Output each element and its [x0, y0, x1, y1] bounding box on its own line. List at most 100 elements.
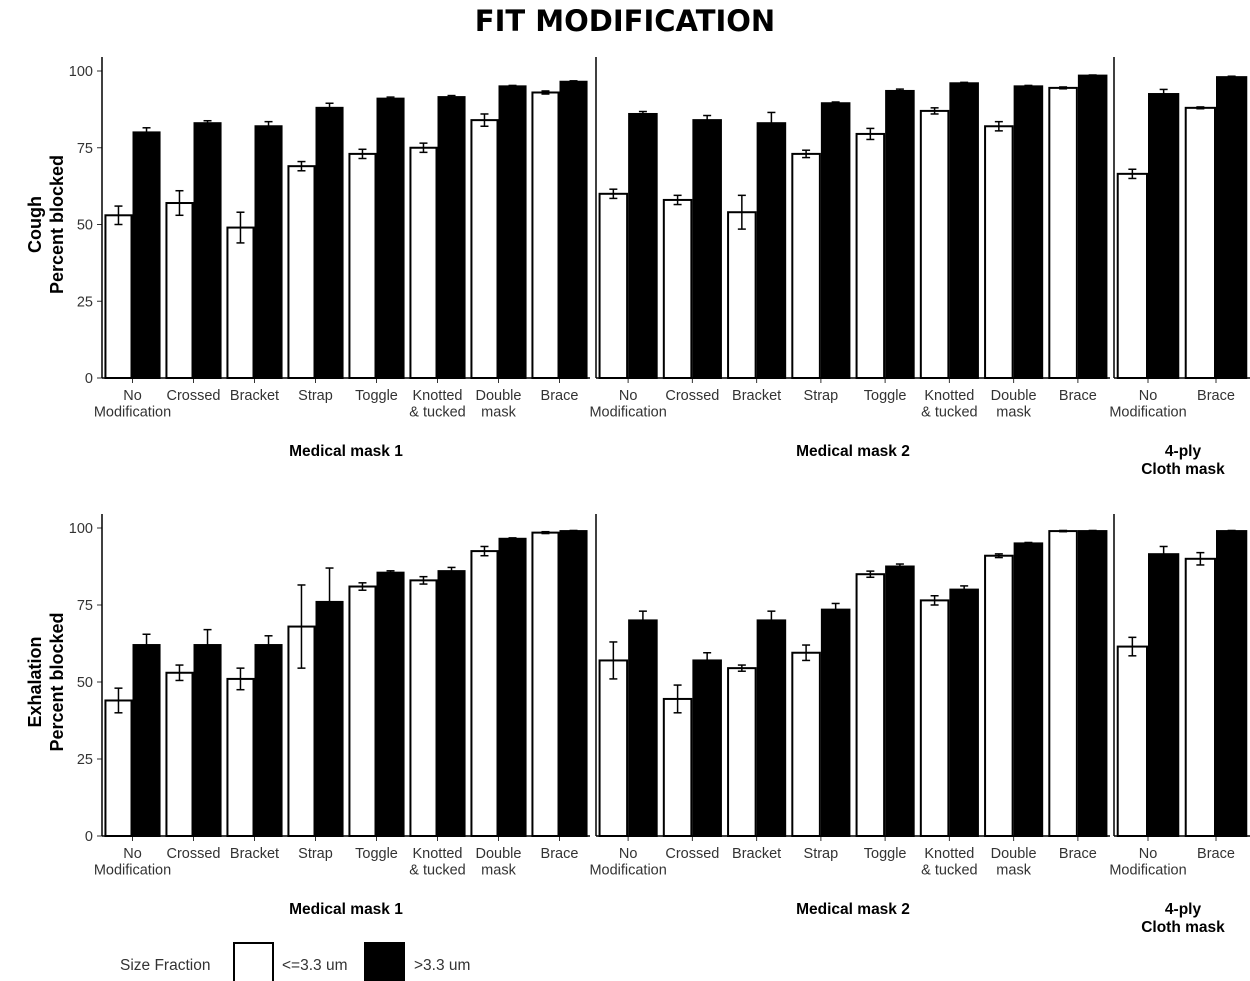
bar-small-fraction: [348, 152, 377, 379]
category-label: Toggle: [864, 388, 907, 404]
bar-large-fraction: [1077, 530, 1108, 838]
bar-large-fraction: [193, 122, 222, 379]
y-tick-label: 0: [85, 371, 93, 387]
bar-large-fraction: [559, 80, 588, 380]
bar-small-fraction: [226, 677, 255, 837]
bar-large-fraction: [885, 89, 915, 380]
bar-small-fraction: [598, 192, 629, 379]
category-label: & tucked: [409, 863, 465, 879]
bar-large-fraction: [376, 571, 405, 837]
bar-small-fraction: [165, 671, 194, 838]
category-label: Double: [991, 388, 1037, 404]
bar-large-fraction: [559, 530, 588, 838]
category-label: No: [123, 846, 142, 862]
bar-large-fraction: [949, 588, 979, 837]
bar-small-fraction: [1116, 172, 1148, 379]
y-tick-label: 25: [77, 752, 93, 768]
bar-small-fraction: [165, 202, 194, 379]
bar-large-fraction: [254, 644, 283, 837]
panel-2: Exhalation Percent blocked0255075100NoMod…: [25, 514, 1250, 936]
bar-small-fraction: [104, 214, 133, 379]
bar-large-fraction: [132, 644, 161, 837]
category-label: No: [123, 388, 142, 404]
category-label: Knotted: [924, 388, 974, 404]
category-label: Modification: [1109, 405, 1186, 421]
y-tick-label: 50: [77, 218, 93, 234]
bar-large-fraction: [437, 570, 466, 837]
legend-label: >3.3 um: [414, 957, 470, 974]
y-axis-label-line: Percent blocked: [47, 612, 67, 751]
bar-large-fraction: [1148, 93, 1180, 380]
y-axis-label: Cough Percent blocked: [25, 155, 67, 294]
bar-small-fraction: [598, 659, 629, 837]
group-label: Medical mask 2: [796, 443, 910, 460]
y-tick-label: 75: [77, 598, 93, 614]
category-label: Knotted: [924, 846, 974, 862]
bar-large-fraction: [692, 659, 722, 837]
group-label: Medical mask 1: [289, 443, 403, 460]
category-label: Crossed: [167, 388, 221, 404]
y-tick-label: 100: [69, 521, 93, 537]
y-tick-label: 25: [77, 294, 93, 310]
bar-small-fraction: [919, 599, 950, 837]
category-label: Brace: [541, 388, 579, 404]
category-label: Modification: [1109, 863, 1186, 879]
category-label: Modification: [589, 863, 666, 879]
bar-large-fraction: [1013, 85, 1044, 379]
bar-small-fraction: [727, 211, 757, 379]
bar-large-fraction: [820, 608, 851, 837]
bar-small-fraction: [791, 152, 821, 379]
category-label: Double: [991, 846, 1037, 862]
category-label: Modification: [94, 405, 171, 421]
bar-large-fraction: [628, 112, 658, 379]
bar-small-fraction: [409, 146, 438, 379]
category-label: Knotted: [413, 388, 463, 404]
category-label: Modification: [94, 863, 171, 879]
bar-large-fraction: [132, 131, 161, 379]
category-label: Crossed: [665, 846, 719, 862]
category-label: No: [619, 388, 638, 404]
bar-small-fraction: [919, 109, 950, 379]
bar-large-fraction: [628, 619, 658, 838]
bar-small-fraction: [470, 119, 499, 380]
category-label: mask: [996, 863, 1031, 879]
bar-small-fraction: [226, 226, 255, 379]
bar-large-fraction: [885, 565, 915, 837]
bar-large-fraction: [756, 122, 787, 379]
category-label: Strap: [804, 846, 839, 862]
bar-large-fraction: [1216, 76, 1248, 379]
y-tick-label: 50: [77, 675, 93, 691]
bar-small-fraction: [662, 198, 693, 379]
group-label: 4-ply: [1165, 443, 1202, 460]
category-label: mask: [481, 863, 516, 879]
category-label: & tucked: [409, 405, 465, 421]
bar-large-fraction: [254, 125, 283, 380]
bar-small-fraction: [287, 165, 316, 379]
category-label: Bracket: [230, 846, 279, 862]
panel-1: Cough Percent blocked0255075100NoModifica…: [25, 57, 1250, 478]
category-label: Toggle: [355, 846, 398, 862]
y-axis-label-line: Percent blocked: [47, 155, 67, 294]
bar-small-fraction: [1184, 557, 1216, 837]
bar-large-fraction: [756, 619, 787, 838]
bar-small-fraction: [855, 132, 886, 379]
legend-swatch: [233, 942, 274, 981]
category-label: Brace: [1197, 846, 1235, 862]
category-label: Strap: [804, 388, 839, 404]
bar-small-fraction: [348, 585, 377, 838]
y-tick-label: 0: [85, 829, 93, 845]
group-label: Cloth mask: [1141, 919, 1225, 936]
legend-swatch: [364, 942, 405, 981]
y-tick-label: 100: [69, 64, 93, 80]
bar-small-fraction: [470, 550, 499, 837]
bar-small-fraction: [727, 667, 757, 838]
bar-small-fraction: [1184, 106, 1216, 379]
category-label: Bracket: [230, 388, 279, 404]
category-label: Brace: [1059, 388, 1097, 404]
legend-title: Size Fraction: [120, 957, 210, 974]
